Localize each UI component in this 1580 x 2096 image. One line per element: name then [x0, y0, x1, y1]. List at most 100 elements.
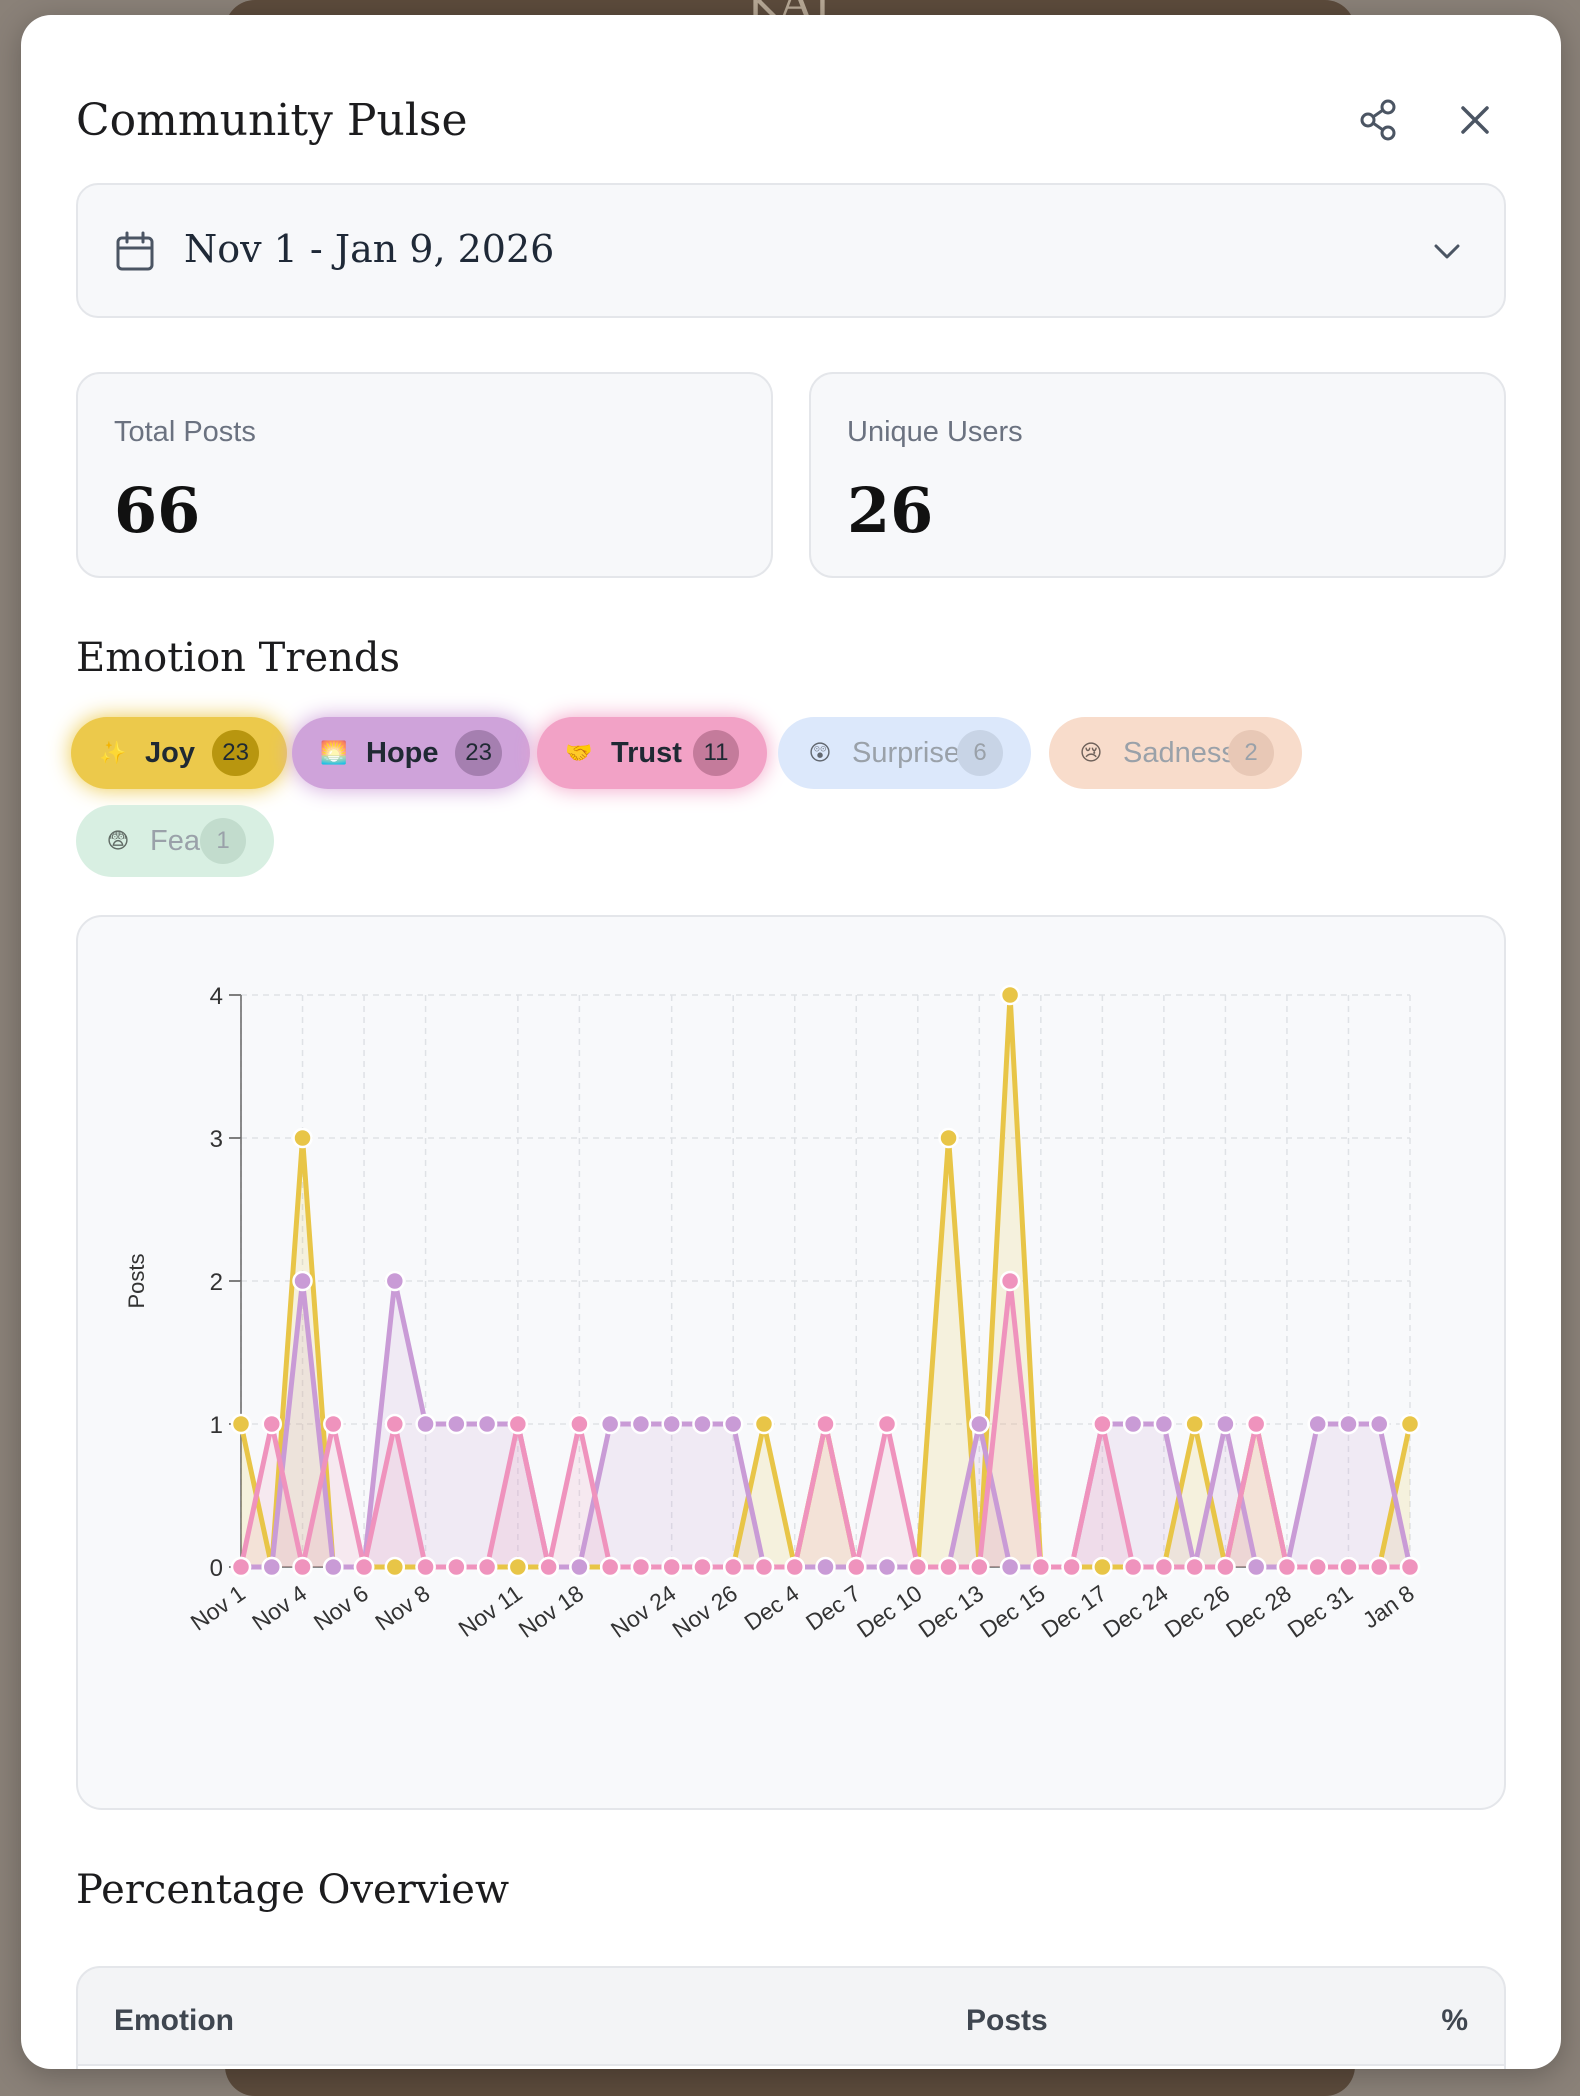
y-tick-label: 3	[210, 1126, 223, 1153]
share-button[interactable]	[1354, 95, 1404, 145]
x-tick-label: Dec 17	[1037, 1580, 1112, 1643]
joy-emoji-icon: ✨	[99, 740, 127, 765]
x-tick-label: Dec 10	[852, 1580, 927, 1643]
filter-chip-count: 11	[693, 730, 739, 776]
data-point-joy	[230, 1413, 252, 1435]
data-point-hope	[1307, 1413, 1328, 1435]
date-range-value: Nov 1 - Jan 9, 2026	[184, 227, 555, 271]
data-point-trust	[661, 1556, 682, 1578]
close-button[interactable]	[1450, 95, 1500, 145]
data-point-hope	[630, 1413, 652, 1435]
data-point-joy	[1399, 1413, 1421, 1435]
filter-chip-sadness[interactable]: 😢 Sadness 2	[1049, 717, 1302, 789]
percentage-overview-title: Percentage Overview	[76, 1867, 510, 1913]
column-header-percent[interactable]: %	[1441, 2004, 1468, 2037]
data-point-trust	[476, 1556, 498, 1578]
data-point-hope	[1122, 1413, 1144, 1435]
community-pulse-modal: Community Pulse Nov 1 - Jan 9, 2026	[21, 15, 1561, 2069]
data-point-trust	[815, 1413, 836, 1435]
x-tick-label: Nov 18	[514, 1580, 589, 1643]
data-point-hope	[476, 1413, 498, 1435]
filter-chip-fear[interactable]: 😨 Fear 1	[76, 805, 274, 877]
data-point-trust	[753, 1556, 775, 1578]
data-point-hope	[815, 1556, 836, 1578]
date-range-select[interactable]: Nov 1 - Jan 9, 2026	[76, 183, 1506, 318]
data-point-trust	[876, 1413, 898, 1435]
data-point-trust	[230, 1556, 252, 1578]
filter-chip-label: Sadness	[1123, 736, 1236, 769]
data-point-trust	[353, 1556, 375, 1578]
filter-chip-label: Surprise	[852, 736, 960, 769]
chevron-down-icon	[1434, 244, 1460, 259]
data-point-trust	[446, 1556, 467, 1578]
data-point-hope	[692, 1413, 713, 1435]
filter-chip-count: 23	[212, 730, 259, 776]
data-point-hope	[599, 1413, 621, 1435]
unique-users-label: Unique Users	[847, 416, 1023, 448]
data-point-trust	[323, 1413, 344, 1435]
total-posts-label: Total Posts	[114, 416, 256, 448]
data-point-trust	[784, 1556, 805, 1578]
data-point-hope	[1338, 1413, 1359, 1435]
sadness-emoji-icon: 😢	[1079, 740, 1103, 765]
fear-emoji-icon: 😨	[106, 828, 130, 853]
data-point-trust	[1307, 1556, 1328, 1578]
data-point-hope	[384, 1270, 406, 1292]
share-icon	[1360, 99, 1396, 141]
x-tick-label: Nov 1	[186, 1580, 250, 1636]
data-point-trust	[1368, 1556, 1390, 1578]
data-point-joy	[938, 1127, 959, 1149]
y-tick-label: 0	[210, 1555, 223, 1582]
x-tick-label: Nov 6	[309, 1580, 373, 1636]
x-tick-label: Nov 11	[454, 1580, 527, 1642]
data-point-hope	[1368, 1413, 1390, 1435]
data-point-trust	[538, 1556, 559, 1578]
filter-chip-hope[interactable]: 🌅 Hope 23	[292, 717, 530, 789]
data-point-trust	[1092, 1413, 1113, 1435]
filter-chip-surprise[interactable]: 😲 Surprise 6	[778, 717, 1031, 789]
data-point-trust	[1276, 1556, 1298, 1578]
data-point-trust	[722, 1556, 744, 1578]
x-tick-label: Jan 8	[1358, 1580, 1419, 1634]
data-point-trust	[569, 1413, 590, 1435]
data-point-trust	[907, 1556, 929, 1578]
data-point-hope	[876, 1556, 898, 1578]
y-tick-label: 4	[210, 983, 223, 1010]
percentage-table: Emotion Posts %	[76, 1966, 1506, 2069]
x-tick-label: Nov 4	[247, 1580, 311, 1636]
data-point-trust	[846, 1556, 867, 1578]
data-point-trust	[1215, 1556, 1236, 1578]
filter-chip-joy[interactable]: ✨ Joy 23	[71, 717, 287, 789]
y-tick-label: 2	[210, 1269, 223, 1296]
filter-chip-trust[interactable]: 🤝 Trust 11	[537, 717, 767, 789]
data-point-hope	[969, 1413, 990, 1435]
data-point-trust	[1153, 1556, 1175, 1578]
surprise-emoji-icon: 😲	[808, 740, 832, 765]
filter-chip-count: 2	[1228, 730, 1274, 776]
data-point-trust	[969, 1556, 990, 1578]
data-point-joy	[507, 1556, 529, 1578]
data-point-hope	[415, 1413, 436, 1435]
data-point-trust	[1030, 1556, 1052, 1578]
data-point-hope	[261, 1556, 283, 1578]
column-header-posts[interactable]: Posts	[966, 2004, 1048, 2037]
data-point-hope	[569, 1556, 590, 1578]
data-point-hope	[1245, 1556, 1267, 1578]
data-point-hope	[1153, 1413, 1175, 1435]
column-header-emotion[interactable]: Emotion	[114, 2004, 234, 2037]
data-point-hope	[292, 1270, 313, 1292]
filter-chip-label: Hope	[366, 736, 439, 769]
filter-chip-label: Fear	[150, 824, 210, 857]
x-tick-label: Nov 26	[667, 1580, 742, 1643]
data-point-trust	[1061, 1556, 1082, 1578]
modal-title: Community Pulse	[76, 95, 468, 146]
total-posts-card: Total Posts 66	[76, 372, 773, 578]
emotion-trends-title: Emotion Trends	[76, 635, 401, 681]
data-point-trust	[292, 1556, 313, 1578]
unique-users-value: 26	[847, 474, 934, 547]
x-tick-label: Dec 24	[1098, 1580, 1173, 1643]
filter-chip-count: 23	[455, 730, 502, 776]
x-tick-label: Dec 4	[739, 1580, 803, 1636]
total-posts-value: 66	[114, 474, 201, 547]
